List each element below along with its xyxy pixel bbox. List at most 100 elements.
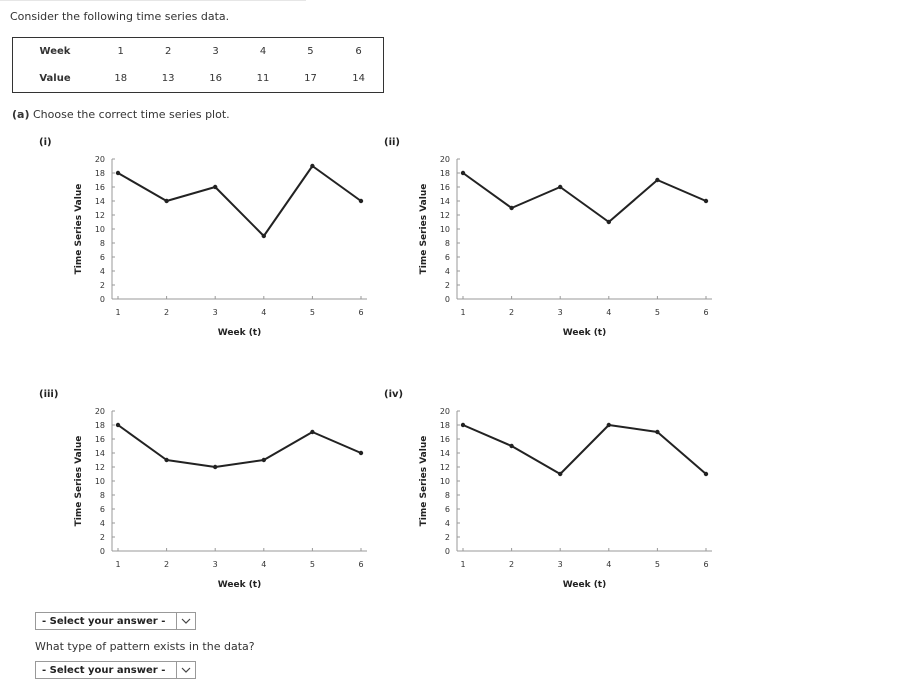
question-pattern: What type of pattern exists in the data? [35, 640, 255, 653]
data-point [703, 471, 709, 477]
plot-label-i: (i) [39, 137, 52, 148]
data-point [460, 422, 466, 428]
y-axis-label: Time Series Value [419, 184, 429, 275]
y-tick-label: 4 [445, 519, 450, 528]
y-axis-label: Time Series Value [74, 436, 84, 527]
y-tick-label: 10 [440, 225, 450, 234]
y-tick-label: 16 [440, 435, 450, 444]
table-cell: 2 [164, 46, 172, 57]
y-tick-label: 20 [440, 155, 450, 164]
table-cell: 17 [304, 73, 317, 84]
plot-label-iii: (iii) [39, 389, 59, 400]
data-point [261, 233, 266, 239]
x-tick-label: 5 [310, 560, 315, 569]
x-tick-label: 2 [509, 560, 514, 569]
top-divider [0, 0, 306, 1]
y-tick-label: 12 [440, 463, 450, 472]
y-tick-label: 4 [100, 267, 105, 276]
y-tick-label: 12 [95, 211, 105, 220]
y-tick-label: 0 [100, 295, 105, 304]
x-tick-label: 4 [606, 308, 611, 317]
part-a-tag: (a) [12, 108, 30, 121]
x-tick-label: 1 [115, 308, 120, 317]
x-tick-label: 3 [558, 560, 563, 569]
data-point [164, 198, 169, 204]
x-axis-label: Week (t) [563, 580, 606, 590]
part-a-prompt: (a) Choose the correct time series plot. [12, 108, 230, 121]
y-tick-label: 8 [445, 491, 450, 500]
data-point [261, 457, 266, 463]
data-point [558, 471, 563, 477]
y-tick-label: 20 [95, 407, 105, 416]
pattern-choice-select-label: - Select your answer - [42, 665, 166, 676]
plot-choice-select[interactable]: - Select your answer - [35, 612, 196, 630]
x-tick-label: 2 [164, 308, 169, 317]
table-cell: 14 [352, 73, 365, 84]
x-tick-label: 6 [358, 560, 363, 569]
y-tick-label: 18 [440, 421, 450, 430]
y-tick-label: 6 [445, 253, 450, 262]
x-tick-label: 6 [358, 308, 363, 317]
y-tick-label: 2 [100, 281, 105, 290]
x-axis-label: Week (t) [218, 580, 261, 590]
data-point [358, 450, 364, 456]
series-line [117, 424, 362, 468]
data-point [358, 198, 364, 204]
y-tick-label: 4 [100, 519, 105, 528]
x-tick-label: 5 [655, 560, 660, 569]
y-tick-label: 2 [445, 533, 450, 542]
pattern-choice-select[interactable]: - Select your answer - [35, 661, 196, 679]
x-tick-label: 5 [310, 308, 315, 317]
y-tick-label: 18 [95, 421, 105, 430]
data-point [115, 170, 121, 176]
data-point [606, 219, 611, 225]
x-tick-label: 4 [606, 560, 611, 569]
value-header: Value [39, 73, 71, 84]
y-tick-label: 6 [100, 253, 105, 262]
table-cell: 18 [114, 73, 128, 84]
plot-choice-select-label: - Select your answer - [42, 616, 166, 627]
data-point [509, 205, 514, 211]
x-tick-label: 2 [509, 308, 514, 317]
intro-text: Consider the following time series data. [10, 10, 230, 23]
data-point [310, 429, 315, 435]
y-tick-label: 0 [445, 547, 450, 556]
y-tick-label: 20 [440, 407, 450, 416]
y-tick-label: 14 [440, 449, 450, 458]
table-row-values: Value 18 13 16 11 17 14 [13, 65, 384, 93]
x-tick-label: 4 [261, 308, 266, 317]
x-tick-label: 3 [213, 560, 218, 569]
x-tick-label: 6 [703, 560, 708, 569]
y-tick-label: 20 [95, 155, 105, 164]
plot-label-ii: (ii) [384, 137, 400, 148]
y-tick-label: 18 [95, 169, 105, 178]
x-tick-label: 5 [655, 308, 660, 317]
table-cell: 1 [117, 46, 124, 57]
y-tick-label: 2 [100, 533, 105, 542]
y-tick-label: 0 [445, 295, 450, 304]
table-cell: 3 [212, 46, 219, 57]
y-tick-label: 8 [100, 239, 105, 248]
data-point [509, 443, 514, 449]
y-tick-label: 14 [95, 197, 105, 206]
x-tick-label: 1 [115, 560, 120, 569]
table-cell: 5 [307, 46, 314, 57]
table-cell: 6 [355, 46, 362, 57]
x-tick-label: 4 [261, 560, 266, 569]
data-point [115, 422, 121, 428]
y-tick-label: 16 [95, 183, 105, 192]
table-row-weeks: Week 1 2 3 4 5 6 [13, 38, 384, 66]
x-tick-label: 3 [558, 308, 563, 317]
part-a-text: Choose the correct time series plot. [32, 108, 230, 121]
y-tick-label: 12 [95, 463, 105, 472]
y-tick-label: 18 [440, 169, 450, 178]
series-line [462, 424, 707, 475]
table-cell: 4 [259, 46, 267, 57]
y-tick-label: 8 [445, 239, 450, 248]
y-tick-label: 0 [100, 547, 105, 556]
y-tick-label: 4 [445, 267, 450, 276]
